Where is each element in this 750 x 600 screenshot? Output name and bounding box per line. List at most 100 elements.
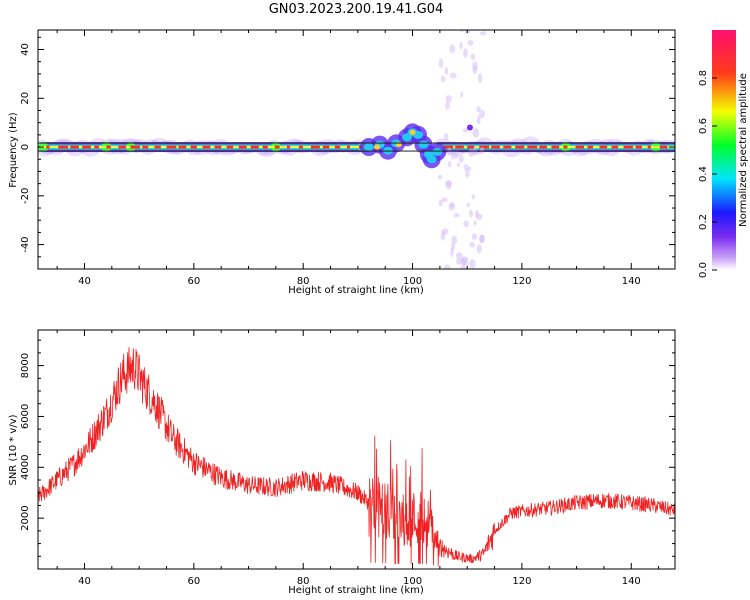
heatmap-scatter-point: [451, 235, 458, 245]
colorbar-tick-label: 0.2: [698, 214, 709, 230]
y-tick-label: -40: [20, 236, 31, 252]
heatmap-scatter-point: [461, 259, 467, 266]
heatmap-scatter-point: [476, 106, 481, 113]
heatmap-isolated-point: [466, 124, 473, 131]
heatmap-scatter-point: [472, 127, 480, 138]
heatmap-scatter-point: [476, 244, 482, 254]
disturbance-core: [413, 130, 424, 139]
colorbar-gradient: [712, 30, 736, 270]
colorbar-tick-label: 0.6: [698, 118, 709, 134]
y-tick-label: -20: [20, 188, 31, 204]
x-tick-label: 140: [622, 276, 641, 287]
heatmap-scatter-point: [440, 230, 446, 241]
heatmap-scatter-point: [450, 150, 455, 160]
heatmap-scatter-point: [453, 213, 460, 218]
x-tick-label: 40: [78, 576, 91, 587]
colorbar-tick-label: 0.4: [698, 166, 709, 182]
y-tick-label: 20: [20, 92, 31, 105]
heatmap-scatter-point: [447, 161, 452, 168]
heatmap-scatter-point: [466, 202, 471, 208]
x-tick-label: 60: [187, 276, 200, 287]
snr-series: [38, 347, 675, 567]
heatmap-scatter-point: [467, 39, 474, 46]
heatmap-scatter-point: [445, 102, 450, 110]
heatmap-scatter-point: [444, 67, 449, 76]
disturbance-hot-spot: [374, 144, 381, 150]
snr-x-axis-label: Height of straight line (km): [288, 585, 424, 596]
x-tick-label: 120: [512, 576, 531, 587]
heatmap-scatter-point: [475, 209, 479, 218]
heatmap-scatter-point: [450, 247, 454, 257]
spectrogram-frame: [37, 29, 676, 270]
disturbance-hot-spot: [409, 129, 416, 135]
heatmap-scatter-point: [458, 154, 464, 163]
disturbance-core: [418, 140, 429, 149]
heatmap-scatter-point: [468, 209, 473, 218]
heatmap-scatter-point: [444, 133, 449, 140]
y-tick-label: 40: [20, 43, 31, 56]
heatmap-scatter-point: [438, 200, 443, 207]
colorbar-tick-label: 0.8: [698, 70, 709, 86]
heatmap-scatter-point: [471, 194, 476, 200]
x-tick-label: 60: [187, 576, 200, 587]
heatmap-scatter-point: [453, 150, 459, 160]
heatmap-scatter-point: [463, 220, 469, 228]
snr-y-axis-label: SNR (10 * v/v): [8, 414, 19, 485]
heatmap-scatter-point: [441, 197, 448, 203]
heatmap-band-outline: [38, 142, 675, 152]
heatmap-scatter-point: [462, 128, 469, 133]
disturbance-core: [426, 155, 437, 164]
snr-frame: [37, 329, 676, 570]
heatmap-scatter-point: [449, 72, 457, 79]
heatmap-scatter-point: [470, 53, 476, 61]
heatmap-scatter-point: [463, 48, 468, 58]
heatmap-scatter-point: [456, 162, 461, 168]
y-tick-label: 6000: [20, 404, 31, 429]
heatmap-scatter-point: [468, 148, 475, 157]
colorbar: 0.0 0.2 0.4 0.6 0.8 Normalized spectral ampl…: [698, 30, 749, 278]
heatmap-scatter-point: [469, 241, 475, 248]
snr-panel: 40 60 80 100 120 140 2000 4000 6000 8000 Height o…: [8, 329, 676, 596]
heatmap-scatter-point: [445, 94, 452, 103]
heatmap-scatter-point: [448, 202, 456, 211]
heatmap-scatter-point: [479, 109, 485, 119]
spectrogram-y-axis-label: Frequency (Hz): [8, 112, 19, 188]
heatmap-scatter-point: [469, 258, 476, 269]
figure-title: GN03.2023.200.19.41.G04: [268, 2, 444, 17]
disturbance-core: [432, 147, 443, 156]
heatmap-scatter-point: [473, 220, 477, 226]
heatmap-scatter-point: [447, 147, 452, 156]
heatmap-scatter-point: [477, 73, 483, 83]
disturbance-core: [363, 143, 374, 152]
heatmap-scatter-point: [455, 252, 463, 259]
spectrogram-panel: 40 60 80 100 120 140 -40 -20 0 20 40 Height of str…: [8, 29, 676, 296]
x-tick-label: 80: [297, 276, 310, 287]
x-tick-label: 80: [297, 576, 310, 587]
spectrogram-heatmap: [38, 30, 675, 269]
snr-plot-area: [38, 330, 675, 569]
heatmap-scatter-point: [476, 115, 481, 125]
x-tick-label: 120: [512, 276, 531, 287]
heatmap-scatter-point: [460, 265, 467, 269]
y-tick-label: 2000: [20, 505, 31, 530]
spectrogram-ticks: 40 60 80 100 120 140 -40 -20 0 20 40: [20, 30, 675, 287]
snr-line: [38, 347, 675, 567]
x-tick-label: 100: [403, 576, 422, 587]
heatmap-scatter-point: [479, 234, 485, 244]
heatmap-scatter-point: [437, 174, 443, 180]
heatmap-scatter-point: [472, 61, 478, 71]
snr-ticks: 40 60 80 100 120 140 2000 4000 6000 8000: [20, 330, 675, 587]
heatmap-scatter-point: [455, 257, 463, 265]
heatmap-scatter-point: [479, 31, 487, 36]
heatmap-scatter-point: [479, 146, 485, 154]
y-tick-label: 8000: [20, 353, 31, 378]
colorbar-label: Normalized spectral amplitude: [738, 73, 749, 227]
heatmap-scatter-point: [459, 41, 463, 50]
x-tick-label: 100: [403, 276, 422, 287]
heatmap-scatter-point: [464, 168, 470, 178]
spectrogram-x-axis-label: Height of straight line (km): [288, 285, 424, 296]
heatmap-scatter-point: [440, 75, 446, 83]
x-tick-label: 140: [622, 576, 641, 587]
heatmap-scatter-point: [449, 44, 456, 54]
y-tick-label: 4000: [20, 455, 31, 480]
